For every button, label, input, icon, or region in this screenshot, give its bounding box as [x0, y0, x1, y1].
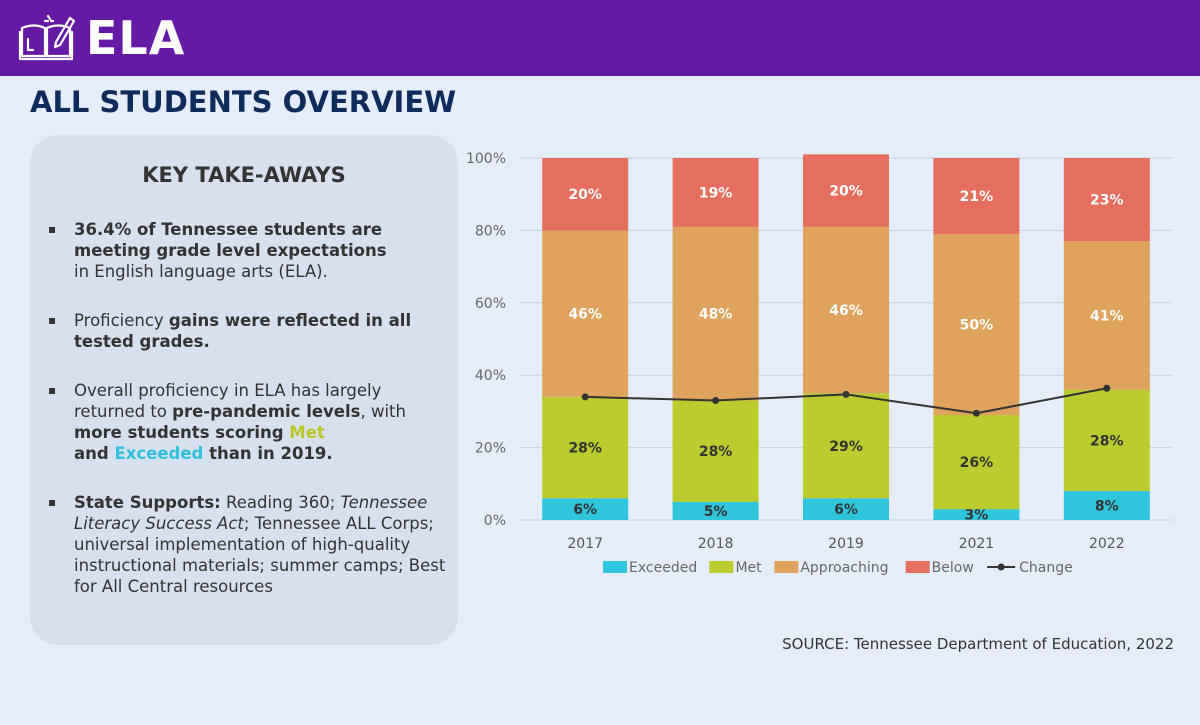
change-point [712, 397, 720, 405]
takeaways-title: KEY TAKE-AWAYS [142, 163, 346, 187]
bar-approaching-2022 [1063, 241, 1150, 390]
data-label: 50% [960, 318, 994, 334]
legend-label: Met [735, 560, 762, 576]
bar-exceeded-2017 [542, 498, 629, 520]
bar-below-2017 [542, 158, 629, 231]
data-label: 46% [568, 307, 602, 323]
bar-below-2018 [672, 158, 759, 227]
bar-met-2018 [672, 400, 759, 502]
change-point [972, 409, 980, 417]
takeaway-3-and: and [74, 444, 115, 463]
data-label: 26% [960, 455, 994, 471]
y-tick-label: 20% [475, 441, 506, 457]
takeaway-4-strong: State Supports: [74, 493, 221, 512]
takeaway-4-t1: Reading 360; [220, 493, 341, 512]
change-point [1103, 384, 1111, 392]
y-tick-label: 80% [475, 223, 506, 239]
data-label: 3% [965, 508, 989, 524]
data-label: 23% [1090, 193, 1124, 209]
proficiency-stacked-bar-chart: 0% 20% 40% 60% 80% 100% 6% 28% 46% 20% 2017 5% 28% 48… [466, 151, 1172, 576]
bar-met-2017 [542, 396, 629, 499]
book-pencil-icon [18, 14, 76, 61]
bar-met-2022 [1063, 389, 1150, 492]
app-title: ELA [86, 11, 186, 65]
takeaway-2-strong: gains were reflected in all tested grade… [74, 311, 412, 351]
legend-label: Change [1019, 560, 1073, 576]
bar-below-2021 [933, 158, 1020, 235]
takeaway-item-4: ▪ State Supports: Reading 360; Tennessee… [48, 492, 448, 597]
bar-approaching-2018 [672, 226, 759, 401]
data-label: 41% [1090, 308, 1124, 324]
bar-exceeded-2019 [803, 498, 889, 520]
data-label: 28% [568, 441, 602, 457]
takeaway-3-pre: Overall proficiency in ELA has largely r… [74, 381, 382, 421]
x-tick-label: 2021 [959, 536, 995, 552]
bullet-icon: ▪ [48, 313, 57, 327]
page-title: ALL STUDENTS OVERVIEW [30, 85, 457, 119]
x-tick-label: 2019 [828, 536, 864, 552]
bar-below-2022 [1063, 158, 1150, 242]
bar-exceeded-2022 [1063, 491, 1150, 520]
legend-swatch-below [905, 561, 930, 573]
takeaways-list: ▪ 36.4% of Tennessee students are meetin… [48, 219, 448, 625]
x-tick-label: 2022 [1089, 536, 1125, 552]
takeaway-item-3: ▪ Overall proficiency in ELA has largely… [48, 380, 448, 464]
data-label: 46% [829, 303, 863, 319]
met-highlight: Met [289, 423, 325, 442]
data-label: 29% [829, 439, 863, 455]
y-tick-label: 60% [475, 296, 506, 312]
x-tick-label: 2018 [698, 536, 734, 552]
bar-below-2019 [803, 154, 889, 227]
data-label: 6% [834, 502, 858, 518]
legend-label: Below [932, 560, 974, 576]
data-label: 28% [1090, 433, 1124, 449]
bar-exceeded-2021 [933, 509, 1020, 520]
data-label: 8% [1095, 499, 1119, 515]
takeaway-3-strong1: pre-pandemic levels [172, 402, 361, 421]
data-label: 19% [699, 185, 733, 201]
bullet-icon: ▪ [48, 495, 57, 509]
bullet-icon: ▪ [48, 383, 57, 397]
data-label: 5% [704, 504, 728, 520]
takeaway-item-1: ▪ 36.4% of Tennessee students are meetin… [48, 219, 448, 282]
takeaway-3-end: than in 2019. [203, 444, 333, 463]
header-bar: ELA [0, 0, 1200, 76]
takeaway-3-mid: , with [360, 402, 406, 421]
bar-met-2019 [803, 393, 889, 499]
bar-approaching-2019 [803, 226, 889, 394]
takeaway-3-strong2: more students scoring [74, 423, 290, 442]
takeaway-1-rest: in English language arts (ELA). [74, 262, 328, 281]
y-tick-label: 100% [466, 151, 506, 167]
change-point [842, 390, 850, 398]
data-label: 28% [699, 444, 733, 460]
legend-swatch-change-point [997, 563, 1005, 571]
legend-swatch-approaching [774, 561, 799, 573]
legend-label: Exceeded [629, 560, 697, 576]
exceeded-highlight: Exceeded [114, 444, 204, 463]
source-note: SOURCE: Tennessee Department of Educatio… [782, 635, 1174, 653]
takeaway-2-pre: Proficiency [74, 311, 169, 330]
bar-exceeded-2018 [672, 501, 759, 520]
y-tick-label: 40% [475, 368, 506, 384]
bar-approaching-2021 [933, 234, 1020, 416]
data-label: 20% [829, 184, 863, 200]
legend-label: Approaching [800, 560, 888, 576]
data-label: 6% [573, 502, 597, 518]
data-label: 21% [960, 189, 994, 205]
data-label: 48% [699, 307, 733, 323]
legend-swatch-met [709, 561, 734, 573]
takeaway-4-t2: ; Tennessee ALL Corps; universal impleme… [74, 514, 446, 596]
bar-approaching-2017 [542, 230, 629, 397]
x-tick-label: 2017 [567, 536, 603, 552]
takeaway-1-strong: 36.4% of Tennessee students are meeting … [74, 220, 387, 260]
takeaway-item-2: ▪ Proficiency gains were reflected in al… [48, 310, 448, 352]
takeaways-panel: KEY TAKE-AWAYS ▪ 36.4% of Tennessee stud… [30, 135, 458, 645]
takeaway-4-italic: Tennessee Literacy Success Act [74, 493, 428, 533]
data-label: 20% [568, 187, 602, 203]
y-tick-label: 0% [484, 513, 506, 529]
bar-met-2021 [933, 415, 1020, 510]
bullet-icon: ▪ [48, 222, 57, 236]
legend-swatch-exceeded [603, 561, 628, 573]
change-point [581, 393, 589, 401]
